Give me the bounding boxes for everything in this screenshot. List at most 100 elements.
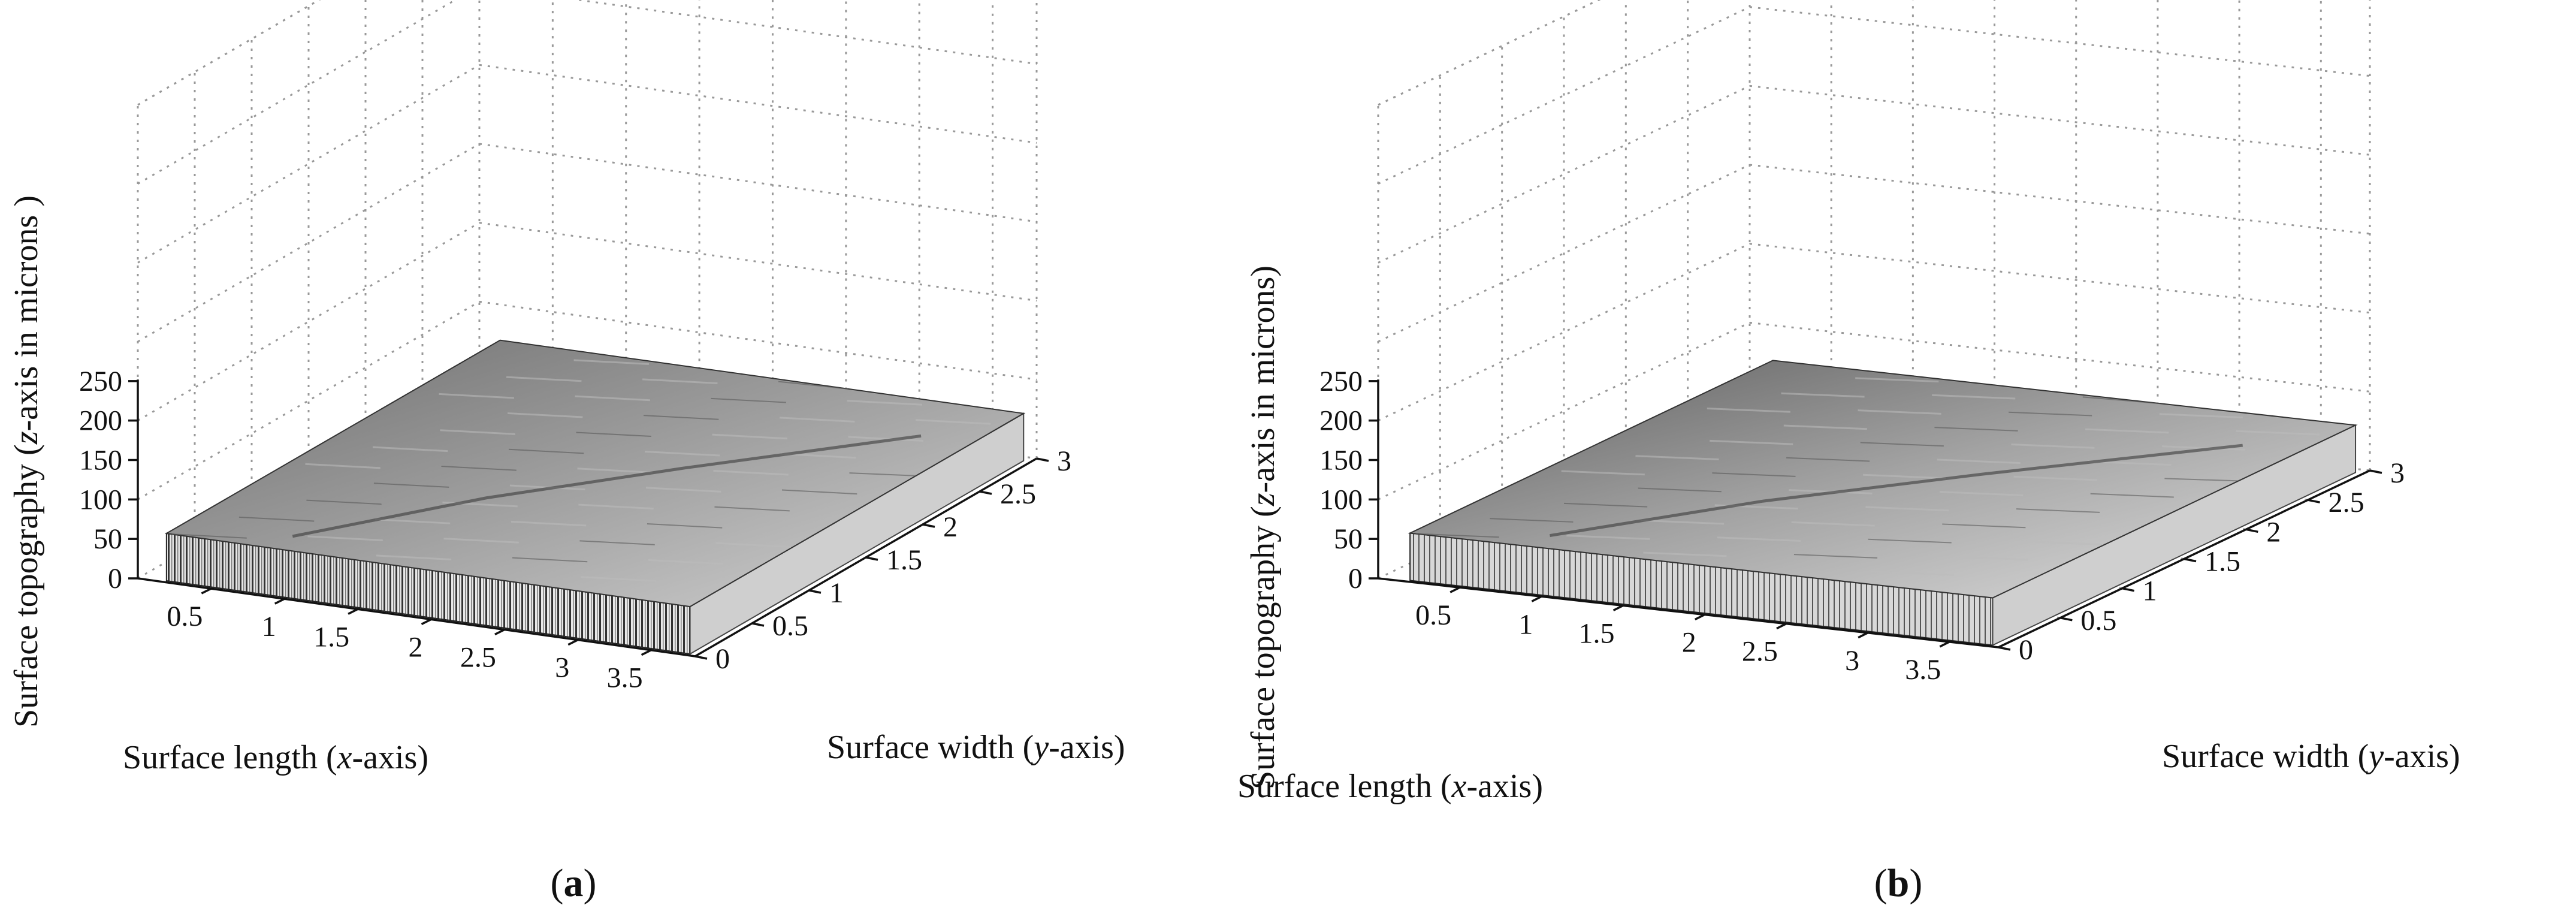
- grid-line: [1378, 6, 1750, 185]
- grid-line: [137, 143, 480, 343]
- y-tick-label: 2.5: [2329, 487, 2364, 518]
- surface-texture: [711, 397, 786, 403]
- y-tick-label: 3: [2390, 457, 2405, 489]
- x-tick: [1776, 623, 1787, 630]
- y-tick: [865, 556, 878, 561]
- x-tick-label: 3: [1845, 645, 1859, 677]
- x-tick: [274, 598, 285, 605]
- surface-plot: [1408, 360, 2358, 647]
- surface-texture: [373, 482, 449, 488]
- x-tick: [1531, 595, 1542, 602]
- surface-texture: [1490, 518, 1574, 523]
- x-tick-label: 3: [555, 652, 569, 684]
- grid-line: [1749, 164, 2370, 235]
- x-tick: [494, 628, 505, 636]
- z-tick-label: 250: [1319, 366, 1363, 397]
- surface-texture: [511, 520, 587, 527]
- z-tick-label: 100: [1319, 484, 1363, 515]
- x-tick-label: 1: [1518, 608, 1533, 640]
- surface-texture: [715, 542, 791, 548]
- panel-label: (a): [551, 861, 597, 905]
- x-tick: [641, 649, 652, 656]
- surface-texture: [712, 433, 787, 440]
- surface-texture: [647, 523, 723, 529]
- x-tick-label: 2.5: [460, 642, 496, 674]
- grid-line: [1749, 6, 2370, 77]
- x-tick: [567, 639, 578, 646]
- surface-ridge: [1550, 444, 2243, 538]
- surface-texture: [644, 450, 720, 457]
- surface-texture: [439, 393, 514, 399]
- surface-texture: [307, 535, 383, 541]
- panel-b: 0.5 1 1.5 2 2.5 3 3.5 0 0.5 1 1.5 2 2.5 3 0 50 100 150 200…: [1237, 0, 2460, 905]
- surface-texture: [2011, 444, 2095, 449]
- panel-label: (b): [1874, 861, 1923, 905]
- surface-texture: [1781, 392, 1865, 398]
- grid-line: [137, 222, 480, 421]
- surface-texture: [171, 533, 247, 539]
- surface-texture: [576, 432, 651, 438]
- surface-texture: [847, 400, 922, 406]
- surface-texture: [1643, 551, 1727, 557]
- surface-plot: [164, 339, 1026, 655]
- x-tick: [1449, 586, 1460, 593]
- x-axis: [137, 577, 696, 657]
- surface-texture: [1944, 555, 2028, 561]
- y-tick-label: 1: [829, 577, 844, 609]
- z-tick-label: 150: [79, 445, 122, 476]
- surface-texture: [1939, 491, 2024, 496]
- surface-ridge: [292, 434, 922, 538]
- x-tick: [348, 608, 358, 615]
- y-tick: [808, 589, 822, 594]
- surface-texture: [1712, 472, 1796, 477]
- surface-texture: [578, 503, 654, 510]
- y-tick: [2184, 557, 2197, 563]
- surface-texture: [1563, 502, 1648, 508]
- y-tick: [2369, 469, 2382, 474]
- surface-texture: [849, 472, 916, 476]
- y-tick: [2059, 617, 2073, 622]
- surface-texture: [2082, 396, 2160, 405]
- surface-texture: [1860, 442, 1944, 447]
- surface-texture: [1717, 536, 1801, 542]
- z-tick-label: 50: [93, 523, 122, 555]
- x-axis-label: Surface length (x-axis): [1237, 768, 1543, 805]
- z-tick-label: 250: [79, 366, 122, 397]
- x-tick-label: 2: [1682, 627, 1696, 659]
- z-tick-label: 100: [79, 484, 122, 515]
- surface-texture: [306, 499, 382, 505]
- grid-line: [1378, 321, 1750, 500]
- y-tick-label: 2: [2266, 516, 2281, 548]
- surface-texture: [2016, 508, 2100, 513]
- z-axis-label: Surface topography (z-axis in microns): [1245, 266, 1282, 789]
- surface-texture: [1561, 470, 1645, 476]
- surface-texture: [1932, 394, 2016, 400]
- surface-texture: [643, 415, 719, 420]
- x-tick: [201, 587, 212, 595]
- surface-texture: [713, 469, 789, 476]
- surface-texture: [579, 540, 655, 545]
- y-tick: [751, 622, 765, 627]
- grid-line: [137, 64, 480, 264]
- surface-texture: [507, 412, 583, 418]
- y-tick-label: 0: [715, 643, 730, 675]
- surface-texture: [1786, 457, 1870, 462]
- surface-texture: [848, 436, 923, 442]
- surface-texture: [443, 538, 519, 544]
- y-tick-label: 1.5: [2204, 546, 2240, 578]
- surface-texture: [581, 576, 656, 582]
- surface-texture: [375, 518, 451, 524]
- grid-line: [479, 64, 1037, 144]
- grid-line: [137, 301, 480, 500]
- surface-texture: [1865, 506, 1949, 512]
- surface-texture: [1937, 459, 2021, 464]
- surface-texture: [2164, 478, 2239, 482]
- surface-texture: [2090, 493, 2174, 498]
- surface-texture: [1710, 439, 1793, 445]
- surface-texture: [575, 395, 650, 402]
- surface-texture: [238, 516, 315, 522]
- surface-texture: [2236, 430, 2320, 436]
- x-tick-label: 0.5: [1415, 599, 1451, 631]
- x-tick-label: 1.5: [313, 621, 349, 653]
